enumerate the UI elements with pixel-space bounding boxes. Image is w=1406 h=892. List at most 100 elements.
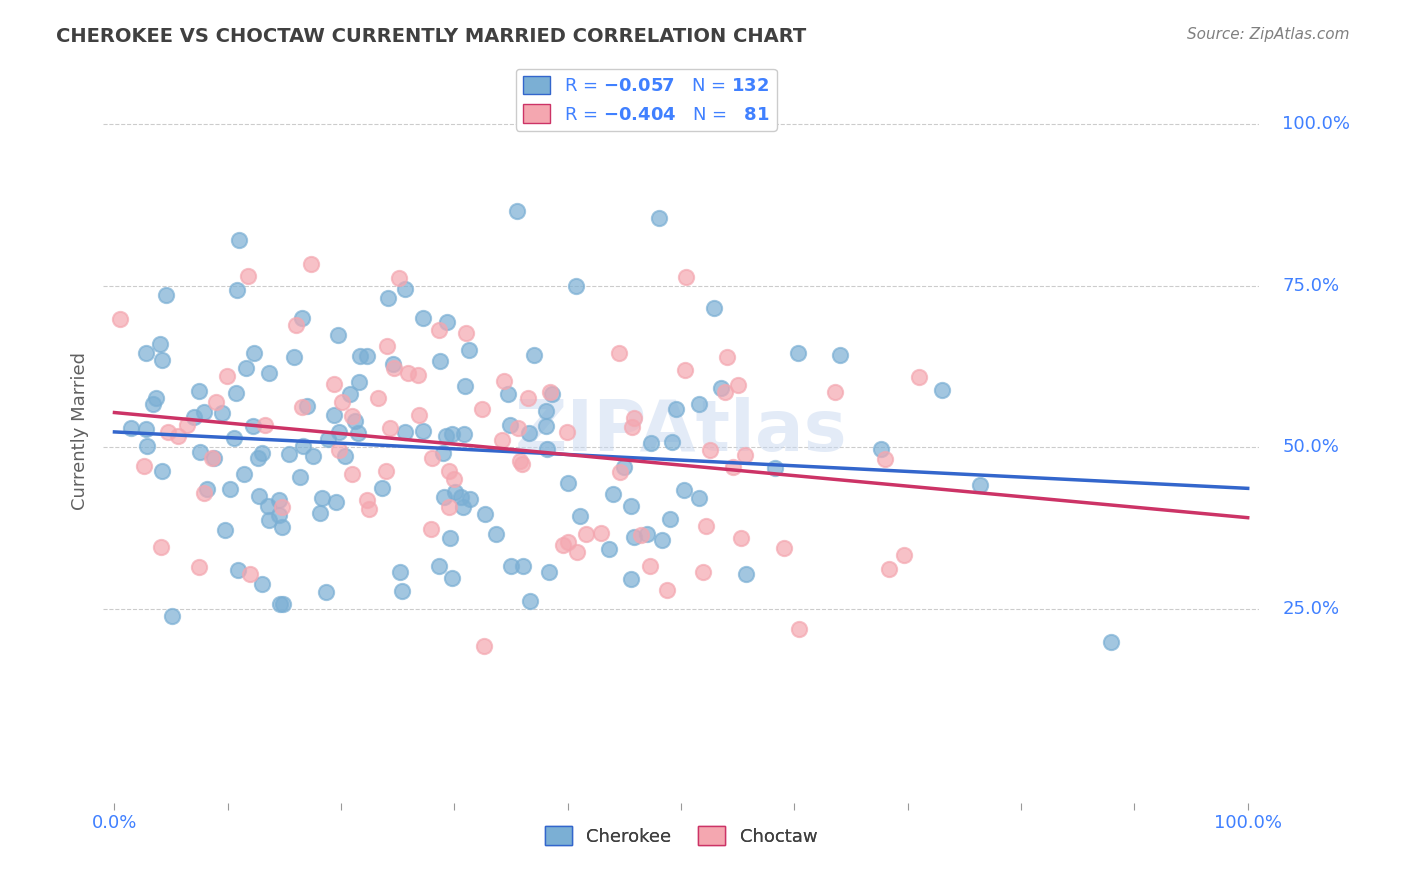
Point [269, 493, 291, 508]
Text: CHEROKEE VS CHOCTAW CURRENTLY MARRIED CORRELATION CHART: CHEROKEE VS CHOCTAW CURRENTLY MARRIED CO… [56, 27, 807, 45]
Point [695, 519, 717, 533]
Point [375, 339, 398, 353]
Point [328, 442, 350, 457]
Point [193, 485, 215, 500]
Point [412, 424, 434, 438]
Point [433, 490, 456, 504]
Point [347, 425, 370, 440]
Point [391, 583, 413, 598]
Text: Source: ZipAtlas.com: Source: ZipAtlas.com [1187, 27, 1350, 42]
Point [602, 487, 624, 501]
Point [183, 410, 205, 425]
Point [292, 440, 315, 454]
Point [534, 419, 557, 434]
Point [434, 429, 457, 443]
Point [640, 436, 662, 450]
Point [160, 608, 183, 623]
Point [661, 435, 683, 450]
Point [166, 429, 188, 443]
Point [439, 500, 461, 514]
Point [427, 559, 450, 574]
Point [285, 318, 308, 332]
Point [931, 383, 953, 397]
Point [202, 450, 225, 465]
Point [378, 420, 401, 434]
Point [343, 415, 366, 429]
Point [235, 361, 257, 376]
Point [436, 315, 458, 329]
Point [727, 378, 749, 392]
Point [120, 421, 142, 435]
Point [557, 476, 579, 491]
Point [340, 409, 363, 424]
Point [239, 566, 262, 581]
Point [225, 386, 247, 401]
Point [145, 391, 167, 405]
Point [824, 384, 846, 399]
Point [519, 594, 541, 608]
Point [623, 530, 645, 544]
Point [432, 446, 454, 460]
Point [613, 460, 636, 475]
Point [288, 470, 311, 484]
Point [723, 460, 745, 475]
Point [969, 478, 991, 492]
Point [516, 392, 538, 406]
Point [408, 409, 430, 423]
Point [420, 450, 443, 465]
Point [176, 417, 198, 432]
Point [242, 418, 264, 433]
Point [394, 425, 416, 439]
Point [437, 464, 460, 478]
Point [623, 410, 645, 425]
Point [908, 370, 931, 384]
Point [647, 211, 669, 226]
Point [506, 421, 529, 435]
Point [688, 491, 710, 506]
Point [673, 363, 696, 377]
Point [291, 400, 314, 414]
Point [636, 527, 658, 541]
Point [217, 368, 239, 383]
Point [356, 349, 378, 363]
Point [309, 506, 332, 520]
Point [734, 566, 756, 581]
Point [316, 432, 339, 446]
Point [259, 367, 281, 381]
Point [149, 540, 172, 554]
Point [534, 404, 557, 418]
Point [381, 358, 404, 372]
Point [359, 502, 381, 516]
Point [451, 500, 474, 514]
Point [157, 425, 180, 439]
Point [429, 353, 451, 368]
Point [620, 572, 643, 586]
Point [222, 431, 245, 445]
Point [443, 472, 465, 486]
Point [702, 301, 724, 315]
Point [226, 563, 249, 577]
Point [325, 494, 347, 508]
Point [205, 394, 228, 409]
Point [377, 291, 399, 305]
Point [773, 541, 796, 555]
Point [498, 418, 520, 433]
Point [188, 559, 211, 574]
Point [523, 348, 546, 362]
Point [638, 559, 661, 574]
Point [763, 461, 786, 475]
Point [408, 368, 430, 382]
Text: 25.0%: 25.0% [1282, 599, 1340, 618]
Point [692, 565, 714, 579]
Point [873, 452, 896, 467]
Point [236, 268, 259, 283]
Point [710, 380, 733, 394]
Point [382, 360, 405, 375]
Point [454, 378, 477, 392]
Point [734, 448, 756, 462]
Point [270, 520, 292, 534]
Point [1099, 635, 1122, 649]
Point [135, 346, 157, 360]
Text: 75.0%: 75.0% [1282, 277, 1340, 294]
Point [135, 422, 157, 436]
